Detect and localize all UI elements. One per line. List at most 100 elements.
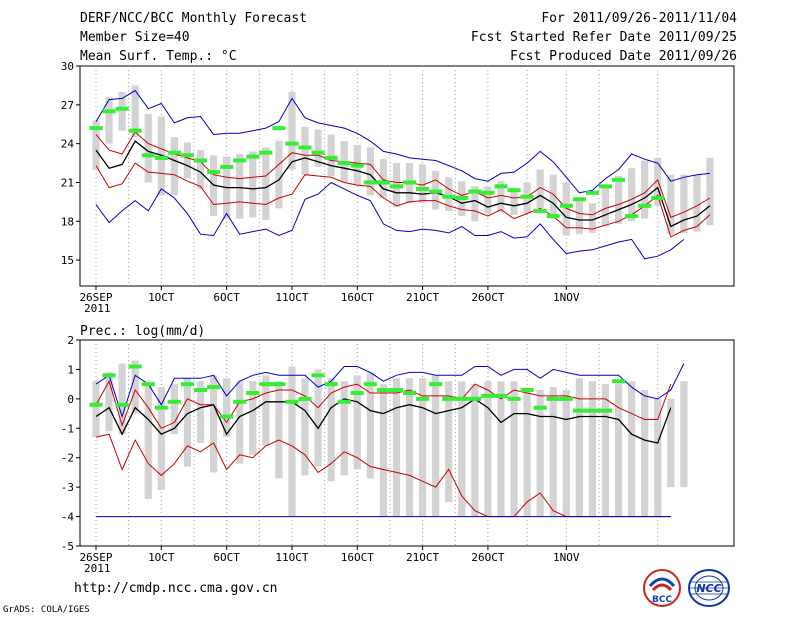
p2-median-22 [376,388,390,393]
p2-box-25 [419,378,427,517]
p2-median-27 [442,396,456,401]
p2-median-33 [520,388,534,393]
p2-box-7 [183,378,192,467]
p2-series-upper [95,379,672,429]
p1-median-21 [363,180,377,185]
p2-median-13 [259,382,273,387]
p2-box-17 [314,369,322,467]
p2-median-34 [533,405,547,410]
p2-box-27 [445,381,453,502]
p2-median-11 [233,399,247,404]
p1-median-32 [507,188,521,193]
p1-box-3 [131,85,139,138]
p2-box-18 [327,378,335,482]
p1-box-34 [536,169,544,209]
p1-median-29 [468,189,482,194]
p2-box-22 [379,384,387,517]
p1-median-12 [246,154,260,159]
p2-box-12 [249,381,257,455]
p1-x-year-label: 2011 [84,302,111,315]
p1-median-5 [154,155,168,160]
p1-box-39 [601,186,610,227]
p2-box-29 [471,384,479,517]
p2-xtick-label-7: 1NOV [553,551,580,564]
p1-box-38 [588,203,597,233]
p1-box-46 [693,174,701,232]
p2-median-16 [298,396,312,401]
p1-box-11 [236,154,244,219]
p1-median-13 [259,150,273,155]
p2-box-41 [628,381,636,517]
p2-median-38 [585,408,599,413]
p2-series-max [95,363,685,419]
p2-median-21 [363,382,377,387]
p1-xtick-label-4: 16OCT [341,291,374,304]
p2-box-10 [223,378,231,438]
p1-median-38 [585,190,599,195]
chart-title: DERF/NCC/BCC Monthly Forecast [80,11,307,26]
p2-box-23 [392,378,401,517]
p2-median-10 [220,414,234,419]
p1-box-45 [680,174,688,233]
p1-median-8 [193,158,208,163]
p1-box-4 [144,113,152,183]
p1-median-7 [180,153,194,158]
p1-box-43 [654,157,662,206]
p2-median-3 [128,364,142,369]
p1-box-40 [614,176,623,224]
p1-median-34 [533,208,547,213]
p1-xtick-label-7: 1NOV [553,291,580,304]
p1-median-4 [141,153,155,158]
p2-box-4 [144,384,152,499]
p1-median-36 [559,203,573,208]
p2-box-45 [680,381,688,488]
source-url[interactable]: http://cmdp.ncc.cma.gov.cn [74,581,278,596]
p1-box-15 [288,91,296,170]
p2-box-21 [366,372,374,479]
p1-box-27 [445,177,453,211]
p2-box-6 [170,384,178,435]
p2-panel-title: Prec.: log(mm/d) [80,324,205,339]
p2-x-year-label: 2011 [84,562,111,575]
p2-box-37 [575,378,583,517]
p2-box-26 [432,375,440,517]
p1-box-14 [275,141,283,209]
p2-ytick-label-4: -1 [61,422,74,435]
p2-ytick-label-1: -4 [61,511,75,524]
p1-ytick-label-1: 18 [61,215,74,228]
p1-box-47 [706,157,714,226]
p1-ytick-label-5: 30 [61,60,74,73]
p2-median-30 [481,393,495,398]
p1-median-10 [220,164,234,169]
p1-box-29 [471,186,479,222]
p1-box-31 [497,181,505,213]
p2-ytick-label-7: 2 [67,334,74,347]
p1-median-24 [403,180,417,185]
p2-median-23 [389,388,403,393]
p2-median-28 [455,396,469,401]
p2-box-31 [497,381,505,517]
p2-median-36 [559,396,573,401]
p2-median-18 [324,382,338,387]
p1-series-mean [95,140,711,228]
p2-box-8 [196,381,205,443]
temp-variable-label: Mean Surf. Temp.: °C [80,49,237,64]
p1-box-6 [170,137,178,196]
p1-median-19 [337,161,351,166]
p1-median-33 [520,194,534,199]
p1-box-2 [118,91,126,131]
p1-median-40 [612,177,626,182]
p1-box-7 [183,142,192,179]
p2-box-43 [654,398,662,517]
bcc-logo: BCC [643,569,681,607]
produced-date: Fcst Produced Date 2011/09/26 [510,49,737,64]
p1-box-12 [249,151,257,218]
p1-box-37 [575,200,583,235]
p2-ytick-label-5: 0 [67,393,74,406]
p2-series-mean [95,398,672,444]
p1-ytick-label-3: 24 [61,138,75,151]
p2-box-30 [484,381,492,517]
p1-box-1 [105,97,113,144]
p1-median-31 [494,184,508,189]
